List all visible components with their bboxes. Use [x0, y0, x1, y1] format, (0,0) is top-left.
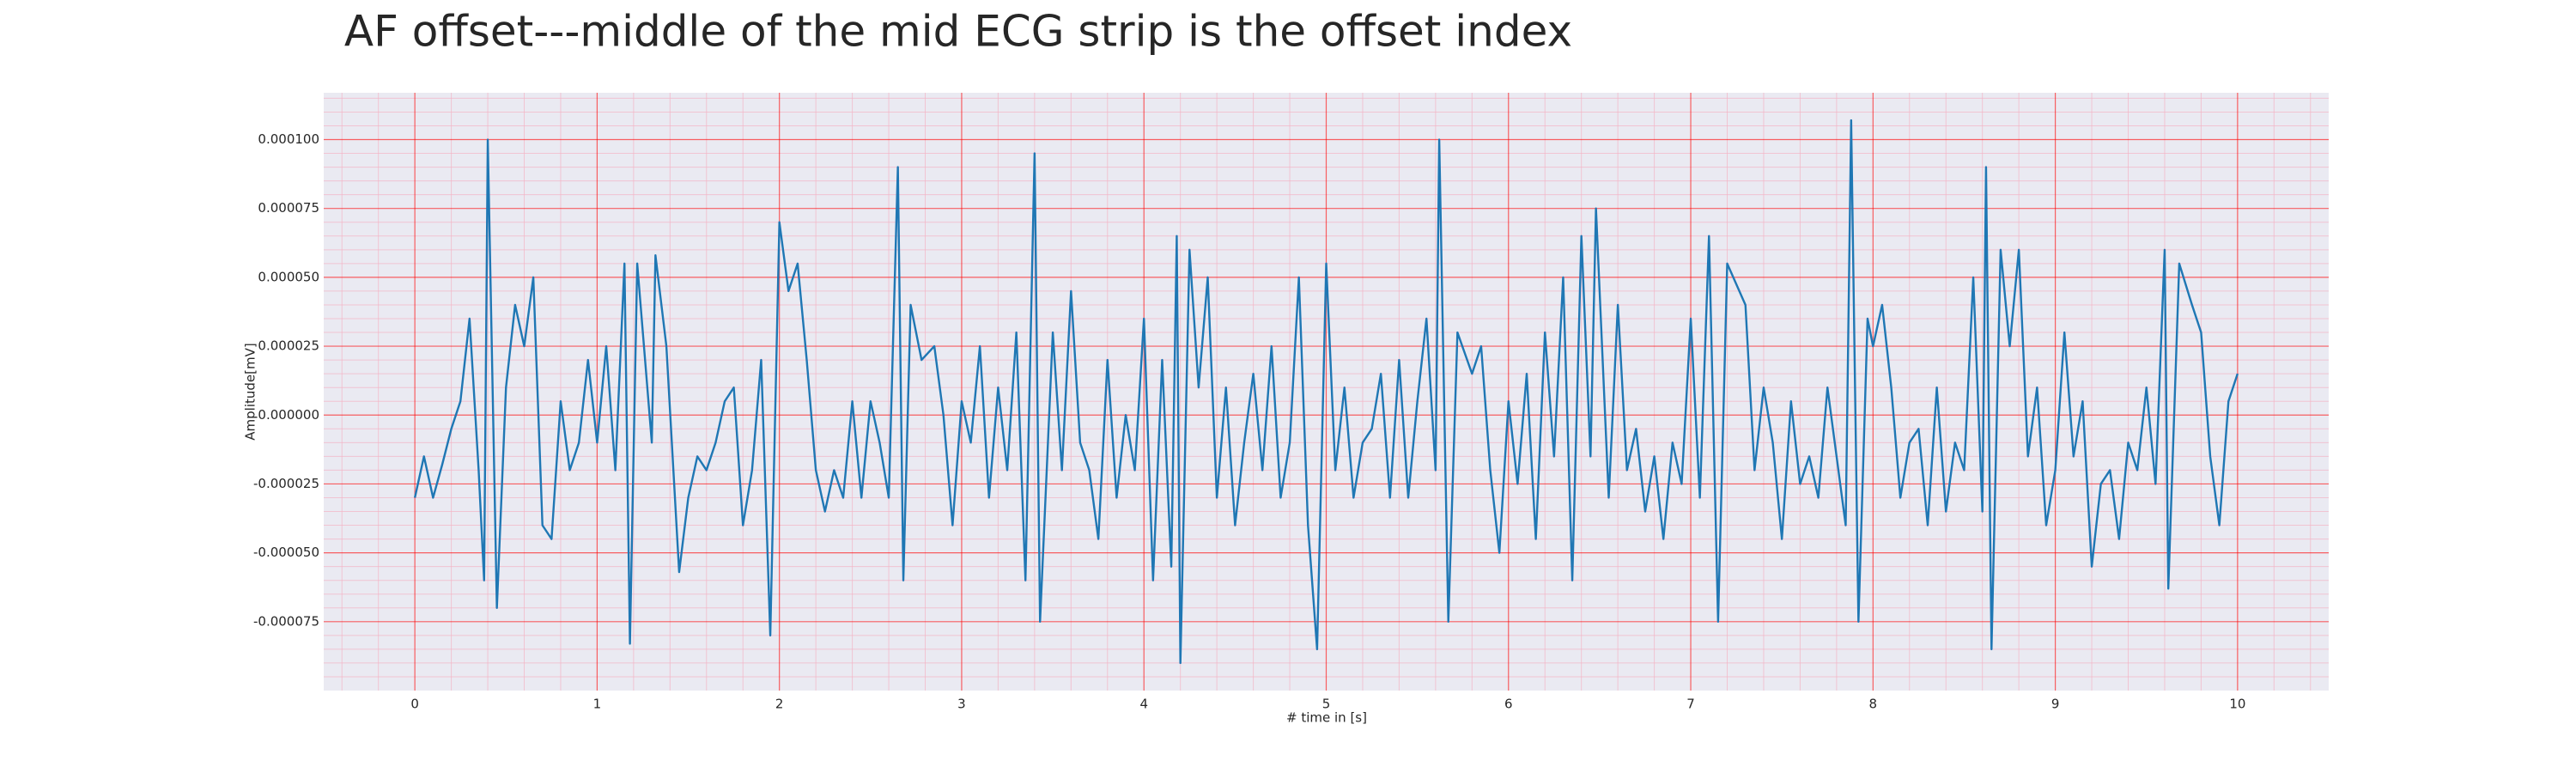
x-tick-label: 8: [1869, 697, 1878, 712]
y-tick-label: 0.000100: [258, 131, 319, 147]
y-tick-label: 0.000050: [258, 269, 319, 284]
y-tick-label: -0.000050: [253, 545, 319, 560]
x-tick-label: 3: [957, 697, 966, 712]
y-tick-label: 0.000075: [258, 200, 319, 216]
y-tick-label: -0.000075: [253, 613, 319, 629]
x-tick-label: 10: [2229, 697, 2245, 712]
chart-title: AF offset---middle of the mid ECG strip …: [344, 7, 1572, 57]
x-tick-label: 1: [593, 697, 602, 712]
x-tick-label: 2: [775, 697, 784, 712]
x-tick-label: 5: [1322, 697, 1331, 712]
x-tick-label: 7: [1686, 697, 1695, 712]
x-tick-label: 6: [1504, 697, 1513, 712]
x-axis-label: # time in [s]: [1286, 710, 1367, 726]
x-tick-label: 9: [2051, 697, 2060, 712]
y-tick-label: -0.000025: [253, 476, 319, 491]
x-tick-label: 0: [410, 697, 419, 712]
x-tick-label: 4: [1139, 697, 1148, 712]
y-axis-label: Amplitude[mV]: [243, 343, 258, 440]
ecg-line: [413, 119, 2239, 665]
y-tick-label: 0.000000: [258, 407, 319, 423]
y-tick-label: 0.000025: [258, 338, 319, 354]
